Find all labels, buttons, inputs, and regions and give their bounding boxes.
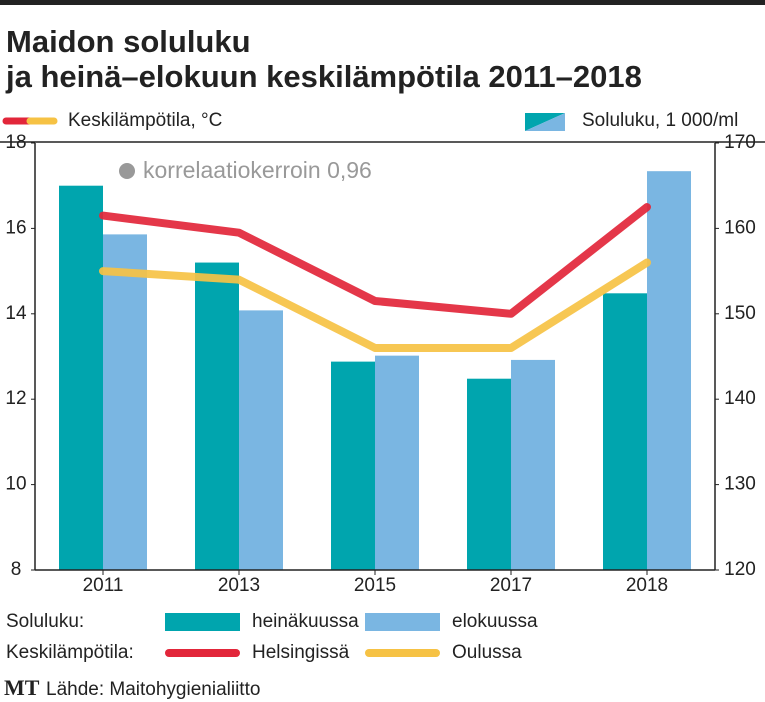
x-tick-label: 2017 — [490, 575, 532, 596]
bar — [59, 185, 103, 570]
y-axis-label: Keskilämpötila, °C — [68, 110, 222, 131]
y2-tick-label: 150 — [724, 303, 756, 324]
y2-axis-label: Soluluku, 1 000/ml — [582, 110, 738, 131]
bar — [467, 378, 511, 570]
bar — [331, 361, 375, 570]
source: Lähde: Maitohygienialiitto — [46, 679, 260, 700]
bar — [511, 359, 555, 570]
bar — [603, 293, 647, 570]
y-tick-label: 18 — [5, 132, 26, 153]
annotation: korrelaatiokerroin 0,96 — [143, 157, 372, 183]
y-tick-label: 10 — [5, 474, 26, 495]
legend-label: Helsingissä — [252, 642, 350, 663]
y2-tick-label: 120 — [724, 559, 756, 580]
legend-label: Oulussa — [452, 642, 522, 663]
bar — [103, 234, 147, 571]
x-tick-label: 2015 — [354, 575, 396, 596]
chart-title: Maidon soluluku — [6, 24, 251, 59]
bar — [195, 262, 239, 570]
line — [99, 258, 651, 352]
y-tick-label: 8 — [11, 559, 22, 580]
legend-label: elokuussa — [452, 611, 538, 632]
legend-label: heinäkuussa — [252, 611, 359, 632]
x-tick-label: 2011 — [83, 575, 124, 596]
y2-tick-label: 170 — [724, 132, 756, 153]
x-tick-label: 2013 — [218, 575, 260, 596]
annotation-dot — [119, 163, 135, 179]
y-tick-label: 14 — [5, 303, 27, 324]
x-tick-label: 2018 — [626, 575, 668, 596]
y-tick-label: 12 — [5, 388, 26, 409]
y2-tick-label: 160 — [724, 217, 756, 238]
chart-title: ja heinä–elokuun keskilämpötila 2011–201… — [5, 59, 642, 94]
top-bar — [0, 0, 765, 5]
legend-swatch — [165, 613, 240, 631]
y2-tick-label: 130 — [724, 474, 756, 495]
bar — [375, 355, 419, 570]
line — [99, 203, 651, 318]
y2-tick-label: 140 — [724, 388, 756, 409]
logo: MT — [4, 675, 40, 700]
legend-group: Soluluku: — [6, 611, 84, 632]
bar — [647, 171, 691, 570]
bar — [239, 310, 283, 570]
legend-swatch — [365, 613, 440, 631]
y-tick-label: 16 — [5, 217, 26, 238]
legend-group: Keskilämpötila: — [6, 642, 134, 663]
legend-swatch — [525, 113, 565, 131]
